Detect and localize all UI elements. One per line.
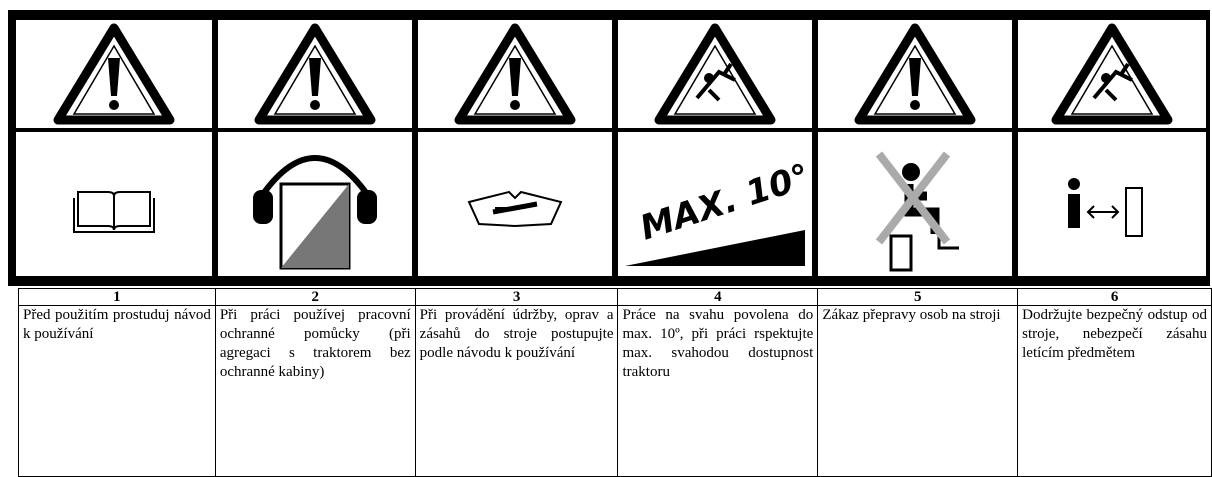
pictogram-cell	[418, 132, 612, 276]
warning-triangle-inner	[873, 44, 957, 115]
column-text: Dodržujte bezpečný odstup od stroje, neb…	[1017, 305, 1212, 477]
ear-right	[357, 190, 377, 224]
pictogram: MAX. 10°	[625, 156, 815, 266]
exclamation-dot	[910, 100, 920, 110]
warning-triangle	[1051, 23, 1173, 125]
pictogram-cell: MAX. 10°	[618, 132, 815, 276]
hazard-figure	[695, 62, 736, 102]
column-text: Práce na svahu povolena do max. 10º, při…	[617, 305, 819, 477]
exclamation	[509, 58, 521, 96]
warning-triangle-inner	[72, 44, 156, 115]
column-number: 1	[18, 288, 216, 306]
column-text: Zákaz přepravy osob na stroji	[817, 305, 1019, 477]
wrench	[492, 201, 538, 215]
column-number: 4	[617, 288, 819, 306]
exclamation	[909, 58, 921, 96]
warning-cell	[618, 20, 812, 128]
warning-triangle	[654, 23, 776, 125]
cross	[875, 151, 951, 245]
exclamation-dot	[510, 100, 520, 110]
hazard-figure	[1092, 62, 1133, 102]
headphones	[260, 155, 370, 196]
hazard-head	[704, 73, 714, 83]
column-text: Při provádění údržby, oprav a zásahů do …	[414, 305, 619, 477]
warning-triangle	[254, 23, 376, 125]
warning-cell	[218, 20, 412, 128]
warning-triangle	[454, 23, 576, 125]
warning-sign	[454, 23, 576, 125]
pictogram-cell	[218, 132, 412, 276]
warning-cell	[418, 20, 612, 128]
machine-box	[1125, 187, 1143, 237]
pictogram-cell	[818, 132, 1012, 276]
warning-sign	[254, 23, 376, 125]
pictogram	[73, 191, 155, 233]
person-head	[902, 163, 920, 181]
pictogram-cell	[16, 132, 212, 276]
arrow	[1086, 205, 1120, 219]
warning-triangle-inner	[473, 44, 557, 115]
ear-left	[253, 190, 273, 224]
warning-sign	[854, 23, 976, 125]
column-number: 5	[817, 288, 1019, 306]
column-number: 6	[1017, 288, 1212, 306]
exclamation-dot	[109, 100, 119, 110]
column-text: Při práci používej pracovní ochranné pom…	[214, 305, 416, 477]
pictogram	[467, 190, 563, 228]
hazard-head	[1101, 73, 1111, 83]
column-number: 3	[414, 288, 619, 306]
person-head	[1068, 178, 1080, 190]
text-row: Před použitím prostuduj návod k používán…	[18, 305, 1212, 477]
warning-triangle-inner	[273, 44, 357, 115]
pictogram	[875, 151, 959, 272]
column-number: 2	[214, 288, 416, 306]
warning-sign	[654, 23, 776, 125]
slope	[625, 230, 805, 266]
column-text: Před použitím prostuduj návod k používán…	[18, 305, 216, 477]
pictogram-cell	[1018, 132, 1206, 276]
tire	[889, 234, 913, 272]
warning-sign	[1051, 23, 1173, 125]
hatch	[281, 184, 349, 268]
book-icon	[73, 191, 155, 233]
pictogram	[1068, 178, 1143, 237]
pictogram	[253, 155, 377, 270]
warning-triangle	[854, 23, 976, 125]
pictogram-frame: MAX. 10°	[8, 10, 1210, 286]
warning-cell	[16, 20, 212, 128]
exclamation-dot	[310, 100, 320, 110]
exclamation	[108, 58, 120, 96]
warning-triangle	[53, 23, 175, 125]
warning-sign	[53, 23, 175, 125]
warning-cell	[818, 20, 1012, 128]
exclamation	[309, 58, 321, 96]
warning-cell	[1018, 20, 1206, 128]
